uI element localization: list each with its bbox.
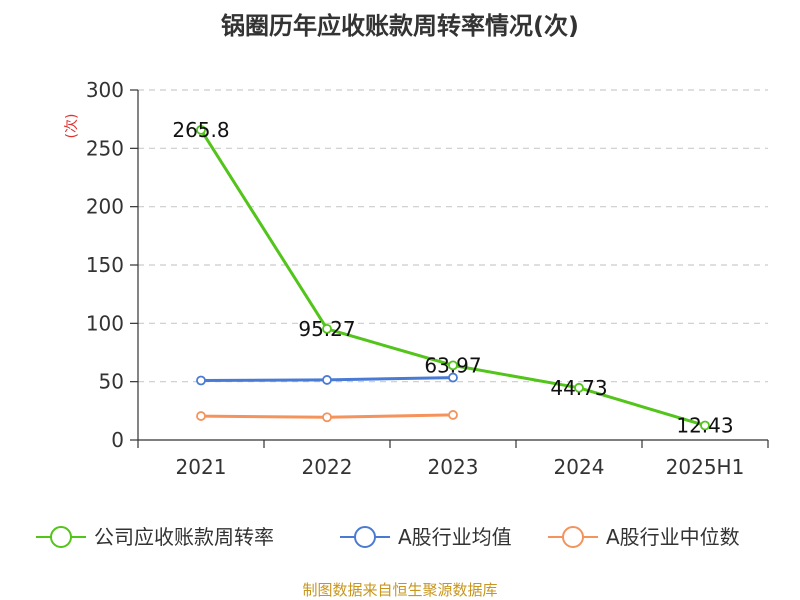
data-label: 63.97 xyxy=(424,353,481,377)
y-axis-unit: (次) xyxy=(64,114,80,139)
series-layer xyxy=(196,124,710,431)
data-point xyxy=(574,382,584,393)
data-label: 95.27 xyxy=(298,317,355,341)
data-point xyxy=(196,375,206,386)
legend-label: 公司应收账款周转率 xyxy=(94,525,274,549)
data-label: 44.73 xyxy=(550,376,607,400)
y-tick-label: 50 xyxy=(99,370,124,394)
x-tick-label: 2024 xyxy=(554,455,605,479)
data-point xyxy=(448,410,458,420)
data-point xyxy=(700,420,710,431)
legend-marker xyxy=(562,526,584,548)
legend-marker xyxy=(50,526,72,548)
x-tick-label: 2022 xyxy=(302,455,353,479)
chart-title: 锅圈历年应收账款周转率情况(次) xyxy=(221,12,579,40)
y-tick-label: 300 xyxy=(86,78,124,102)
x-tick-label: 2023 xyxy=(428,455,479,479)
data-point xyxy=(322,412,332,423)
y-tick-label: 200 xyxy=(86,195,124,219)
x-tick-label: 2021 xyxy=(176,455,227,479)
data-point xyxy=(196,124,206,135)
x-tick-label: 2025H1 xyxy=(666,455,745,479)
data-point xyxy=(322,375,332,385)
legend-label: A股行业中位数 xyxy=(606,525,740,549)
legend: 公司应收账款周转率 A股行业均值 A股行业中位数 xyxy=(36,525,740,549)
data-label: 265.8 xyxy=(172,118,229,142)
data-label: 12.43 xyxy=(676,413,733,437)
data-labels: 265.8 95.27 63.97 44.73 12.43 xyxy=(172,118,733,438)
source-note: 制图数据来自恒生聚源数据库 xyxy=(302,581,497,599)
y-tick-label: 0 xyxy=(111,428,124,452)
legend-marker xyxy=(354,526,376,548)
y-tick-label: 250 xyxy=(86,136,124,160)
gridlines xyxy=(138,89,768,383)
data-point xyxy=(448,372,458,383)
data-point xyxy=(448,360,458,371)
axes: 0 50 100 150 200 250 300 2021 2022 2023 2024 2025H1 xyxy=(86,78,769,479)
data-point xyxy=(322,323,332,334)
data-point xyxy=(196,411,206,421)
y-tick-label: 100 xyxy=(86,311,124,335)
legend-label: A股行业均值 xyxy=(398,525,512,549)
y-tick-label: 150 xyxy=(86,253,124,277)
